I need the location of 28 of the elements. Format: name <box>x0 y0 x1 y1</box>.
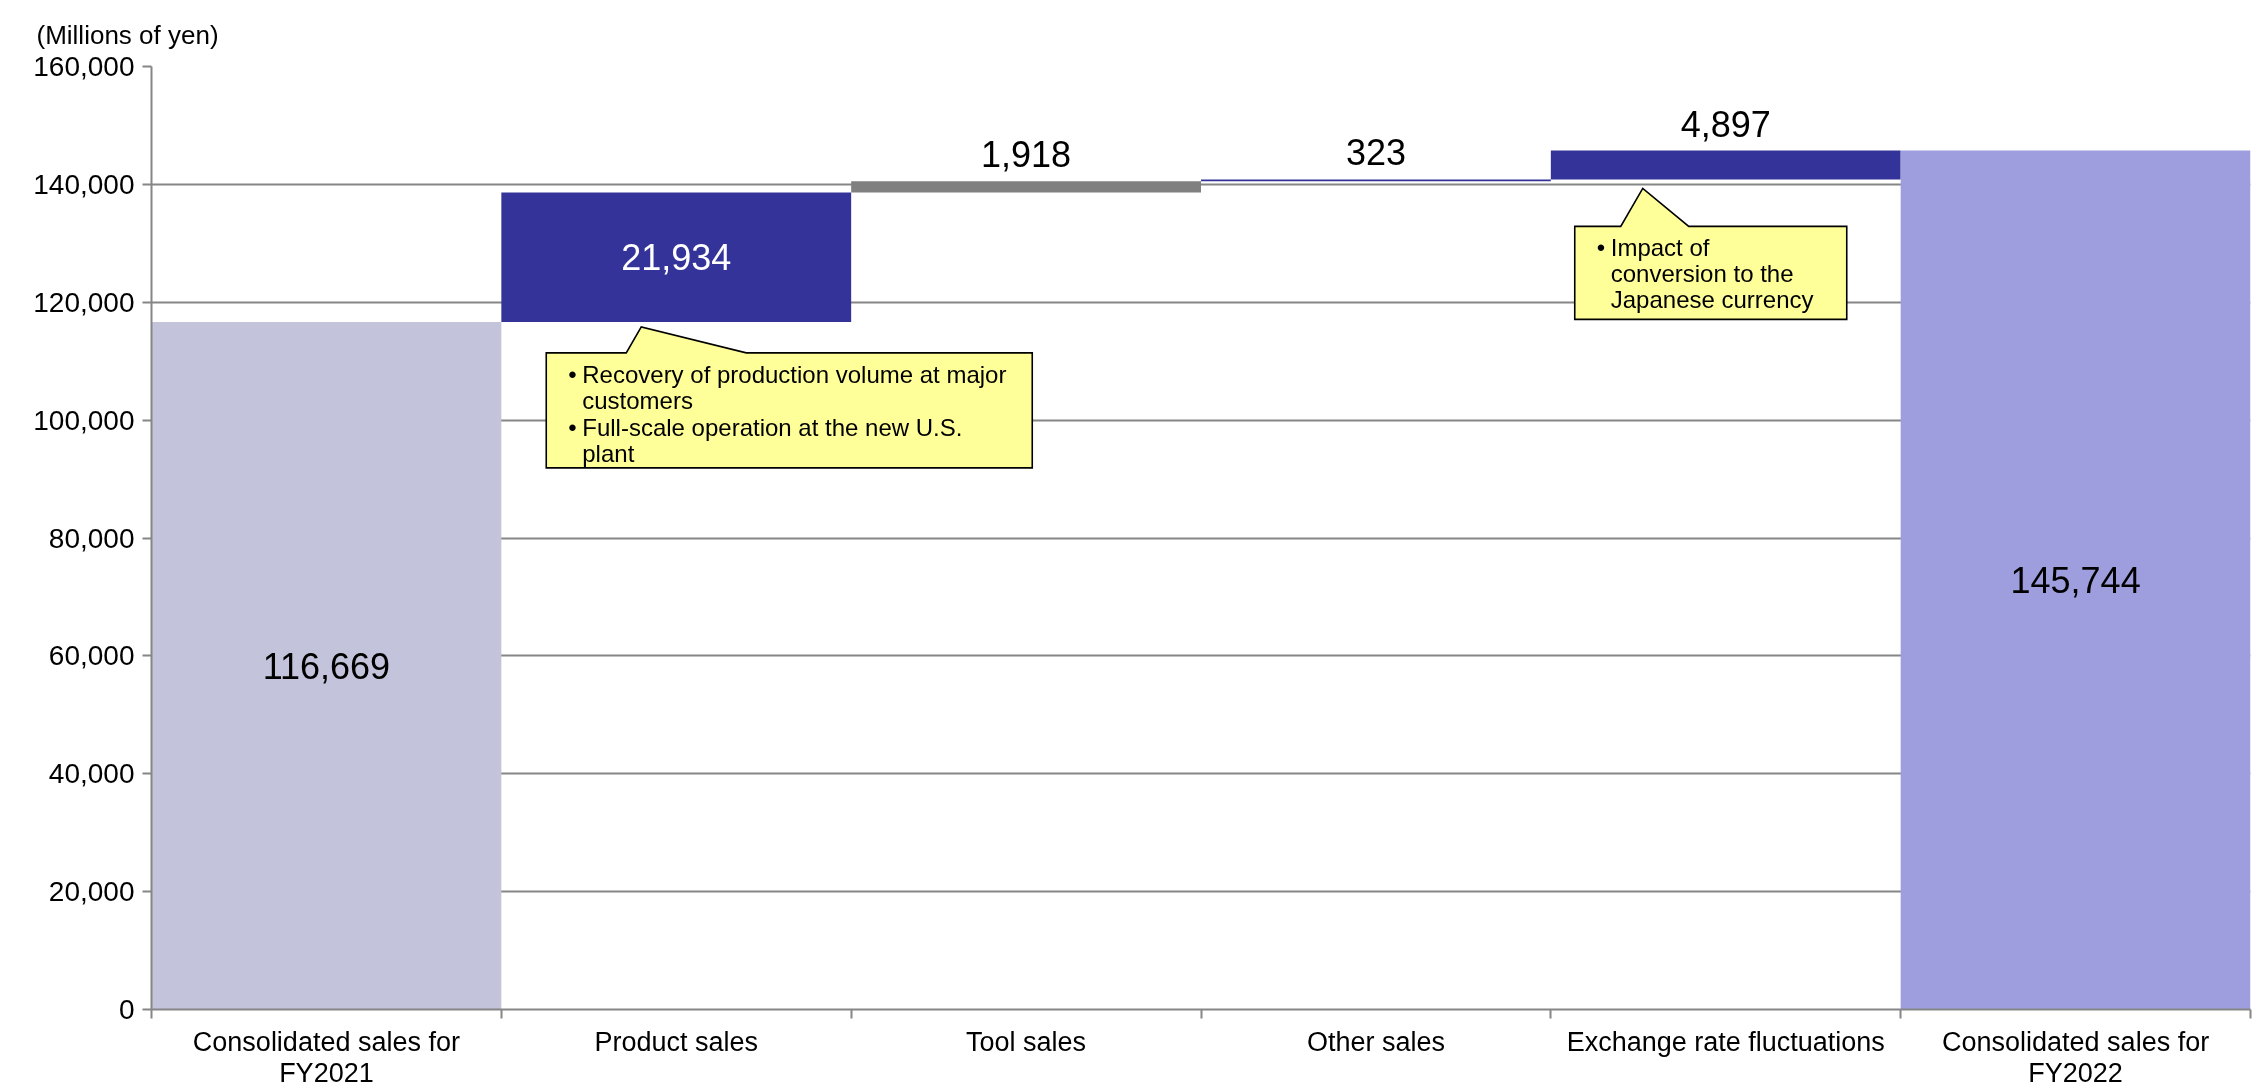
y-tick-label: 20,000 <box>48 876 135 908</box>
bar <box>1550 150 1901 180</box>
data-label: 323 <box>1345 132 1406 174</box>
y-axis-title: (Millions of yen) <box>36 19 219 50</box>
y-tick-label: 160,000 <box>33 51 135 82</box>
bar <box>501 192 852 322</box>
y-tick-label: 140,000 <box>33 168 135 200</box>
y-tick-label: 60,000 <box>48 640 135 672</box>
bar <box>151 321 502 1010</box>
data-label: 145,744 <box>2010 560 2141 602</box>
data-label: 116,669 <box>262 645 391 687</box>
x-tick-label: Consolidated sales for FY2021 <box>192 1026 460 1086</box>
x-tick-label: Tool sales <box>966 1026 1087 1057</box>
x-tick-label: Exchange rate fluctuations <box>1566 1026 1885 1057</box>
x-tick-label: Consolidated sales for FY2022 <box>1942 1026 2210 1086</box>
bar <box>1900 150 2251 1010</box>
y-tick-label: 40,000 <box>48 758 135 790</box>
y-tick-label: 120,000 <box>33 286 135 318</box>
annotation: • Impact of conversion to the Japanese currency <box>1596 234 1814 314</box>
data-label: 4,897 <box>1680 103 1771 145</box>
x-tick-label: Other sales <box>1306 1026 1445 1057</box>
x-tick-label: Product sales <box>594 1026 759 1057</box>
data-label: 1,918 <box>981 134 1072 176</box>
y-tick-label: 100,000 <box>33 404 135 436</box>
data-label: 21,934 <box>621 237 732 279</box>
annotation: • Recovery of production volume at major customers • Full-scale operation at the new U.S. plant <box>568 360 1007 467</box>
y-tick-label: 80,000 <box>48 522 135 554</box>
y-tick-label: 0 <box>118 994 135 1025</box>
